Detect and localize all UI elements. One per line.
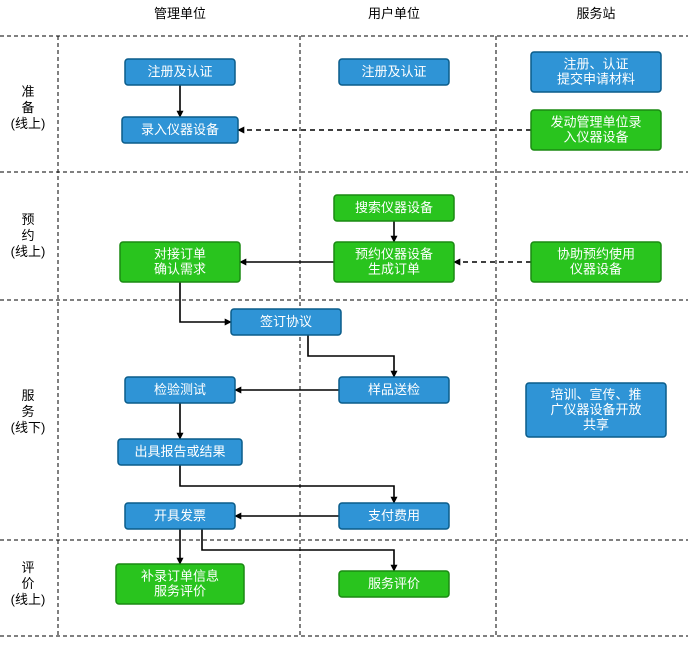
row-label-serve-0: 服 bbox=[21, 388, 34, 403]
node-sample: 样品送检 bbox=[339, 377, 449, 403]
row-label-rate-0: 评 bbox=[21, 560, 34, 575]
node-mgmt_input-line-0: 录入仪器设备 bbox=[141, 122, 219, 137]
edge-report-to-pay bbox=[180, 465, 394, 503]
row-label-prep-0: 准 bbox=[21, 84, 34, 99]
node-svc_assist: 协助预约使用仪器设备 bbox=[531, 242, 661, 282]
node-svc_assist-line-0: 协助预约使用 bbox=[557, 247, 635, 262]
node-mgmt_confirm-line-1: 确认需求 bbox=[154, 262, 206, 277]
node-svc_push-line-1: 入仪器设备 bbox=[563, 130, 628, 145]
node-user_order: 预约仪器设备生成订单 bbox=[334, 242, 454, 282]
row-label-book-0: 预 bbox=[21, 212, 34, 227]
node-user_rate: 服务评价 bbox=[339, 571, 449, 597]
row-label-book-1: 约 bbox=[21, 228, 34, 243]
node-svc_reg-line-1: 提交申请材料 bbox=[557, 72, 635, 87]
node-invoice: 开具发票 bbox=[125, 503, 235, 529]
node-user_search-line-0: 搜索仪器设备 bbox=[355, 200, 433, 215]
node-svc_promo-line-0: 培训、宣传、推 bbox=[550, 387, 641, 402]
node-sign: 签订协议 bbox=[231, 309, 341, 335]
col-header-svc: 服务站 bbox=[576, 6, 615, 21]
edge-confirm-to-sign bbox=[180, 282, 231, 322]
node-user_rate-line-0: 服务评价 bbox=[368, 576, 420, 591]
node-invoice-line-0: 开具发票 bbox=[154, 508, 206, 523]
node-mgmt_rate-line-0: 补录订单信息 bbox=[141, 569, 219, 584]
node-mgmt_reg-line-0: 注册及认证 bbox=[147, 64, 212, 79]
node-svc_reg: 注册、认证提交申请材料 bbox=[531, 52, 661, 92]
node-report-line-0: 出具报告或结果 bbox=[134, 444, 225, 459]
node-svc_promo-line-1: 广仪器设备开放 bbox=[550, 402, 641, 417]
col-header-user: 用户单位 bbox=[368, 6, 420, 21]
node-pay-line-0: 支付费用 bbox=[368, 508, 420, 523]
node-pay: 支付费用 bbox=[339, 503, 449, 529]
row-label-rate-2: (线上) bbox=[11, 592, 46, 607]
node-mgmt_confirm-line-0: 对接订单 bbox=[154, 247, 206, 262]
row-label-rate-1: 价 bbox=[21, 576, 34, 591]
flowchart-canvas: 管理单位用户单位服务站准备(线上)预约(线上)服务(线下)评价(线上)注册及认证… bbox=[0, 0, 688, 658]
node-test: 检验测试 bbox=[125, 377, 235, 403]
node-user_search: 搜索仪器设备 bbox=[334, 195, 454, 221]
node-user_order-line-0: 预约仪器设备 bbox=[355, 247, 433, 262]
row-label-book-2: (线上) bbox=[11, 244, 46, 259]
node-user_reg-line-0: 注册及认证 bbox=[361, 64, 426, 79]
row-label-serve-2: (线下) bbox=[11, 420, 46, 435]
node-mgmt_rate-line-1: 服务评价 bbox=[154, 584, 206, 599]
node-mgmt_rate: 补录订单信息服务评价 bbox=[116, 564, 244, 604]
node-svc_promo: 培训、宣传、推广仪器设备开放共享 bbox=[526, 383, 666, 437]
node-svc_assist-line-1: 仪器设备 bbox=[570, 262, 622, 277]
node-user_reg: 注册及认证 bbox=[339, 59, 449, 85]
row-label-prep-2: (线上) bbox=[11, 116, 46, 131]
row-label-serve-1: 务 bbox=[21, 404, 34, 419]
node-mgmt_input: 录入仪器设备 bbox=[122, 117, 238, 143]
node-user_order-line-1: 生成订单 bbox=[368, 262, 420, 277]
row-label-prep-1: 备 bbox=[21, 100, 34, 115]
node-mgmt_confirm: 对接订单确认需求 bbox=[120, 242, 240, 282]
node-svc_push-line-0: 发动管理单位录 bbox=[550, 115, 641, 130]
node-mgmt_reg: 注册及认证 bbox=[125, 59, 235, 85]
col-header-mgmt: 管理单位 bbox=[154, 6, 206, 21]
node-sign-line-0: 签订协议 bbox=[260, 314, 312, 329]
node-report: 出具报告或结果 bbox=[118, 439, 242, 465]
node-sample-line-0: 样品送检 bbox=[368, 382, 420, 397]
node-test-line-0: 检验测试 bbox=[154, 382, 206, 397]
edge-sign-to-sample bbox=[308, 335, 394, 377]
node-svc_promo-line-2: 共享 bbox=[583, 417, 609, 432]
node-svc_reg-line-0: 注册、认证 bbox=[563, 57, 628, 72]
node-svc_push: 发动管理单位录入仪器设备 bbox=[531, 110, 661, 150]
